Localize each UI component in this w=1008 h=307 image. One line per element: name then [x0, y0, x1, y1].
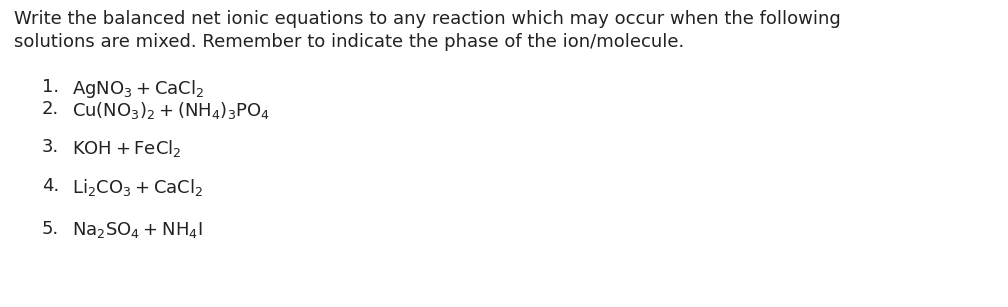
Text: $\mathregular{Cu(NO_3)_2 + (NH_4)_3PO_4}$: $\mathregular{Cu(NO_3)_2 + (NH_4)_3PO_4}…	[72, 100, 270, 121]
Text: 5.: 5.	[42, 220, 59, 238]
Text: $\mathregular{Li_2CO_3 + CaCl_2}$: $\mathregular{Li_2CO_3 + CaCl_2}$	[72, 177, 204, 198]
Text: 1.: 1.	[42, 78, 59, 96]
Text: 3.: 3.	[42, 138, 59, 156]
Text: Write the balanced net ionic equations to any reaction which may occur when the : Write the balanced net ionic equations t…	[14, 10, 841, 28]
Text: solutions are mixed. Remember to indicate the phase of the ion/molecule.: solutions are mixed. Remember to indicat…	[14, 33, 684, 51]
Text: 2.: 2.	[42, 100, 59, 118]
Text: 4.: 4.	[42, 177, 59, 195]
Text: $\mathregular{KOH + FeCl_2}$: $\mathregular{KOH + FeCl_2}$	[72, 138, 181, 159]
Text: $\mathregular{Na_2SO_4 + NH_4I}$: $\mathregular{Na_2SO_4 + NH_4I}$	[72, 220, 203, 240]
Text: $\mathregular{AgNO_3 + CaCl_2}$: $\mathregular{AgNO_3 + CaCl_2}$	[72, 78, 205, 100]
